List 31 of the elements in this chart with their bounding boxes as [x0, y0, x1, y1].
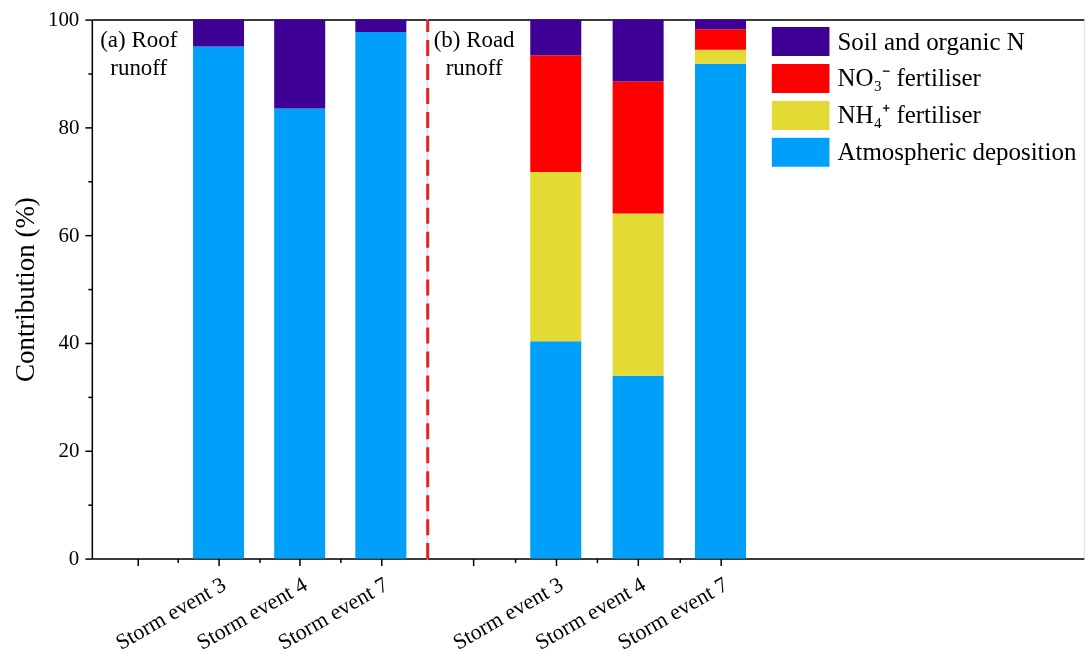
y-tick-label: 100 — [47, 7, 80, 32]
bar — [530, 172, 582, 342]
bar — [530, 341, 582, 559]
bar — [530, 55, 582, 173]
annotation: (b) Road runoff — [433, 26, 516, 81]
bar — [193, 19, 245, 47]
bar — [695, 29, 747, 50]
bar — [612, 81, 664, 214]
legend-label: Soil and organic N — [837, 27, 1025, 55]
y-tick-label: 0 — [68, 546, 80, 571]
legend-label: NH₄⁺ fertiliser — [837, 101, 982, 129]
bar — [695, 63, 747, 559]
bar — [530, 19, 582, 56]
y-tick-label: 80 — [58, 114, 80, 139]
bar — [612, 19, 664, 82]
y-axis-title: Contribution (%) — [9, 197, 40, 382]
y-tick-label: 40 — [58, 330, 80, 355]
bar — [274, 108, 326, 559]
bar — [612, 375, 664, 559]
bar — [695, 19, 747, 30]
bar — [695, 49, 747, 64]
bar — [612, 213, 664, 376]
legend-label: Atmospheric deposition — [837, 138, 1077, 166]
bar — [274, 19, 326, 109]
bar — [355, 19, 407, 32]
y-tick-label: 60 — [58, 222, 80, 247]
bar — [355, 31, 407, 559]
bar — [193, 46, 245, 559]
annotation: (a) Roof runoff — [100, 26, 178, 81]
y-tick-label: 20 — [58, 438, 80, 463]
legend-label: NO₃⁻ fertiliser — [837, 64, 982, 92]
